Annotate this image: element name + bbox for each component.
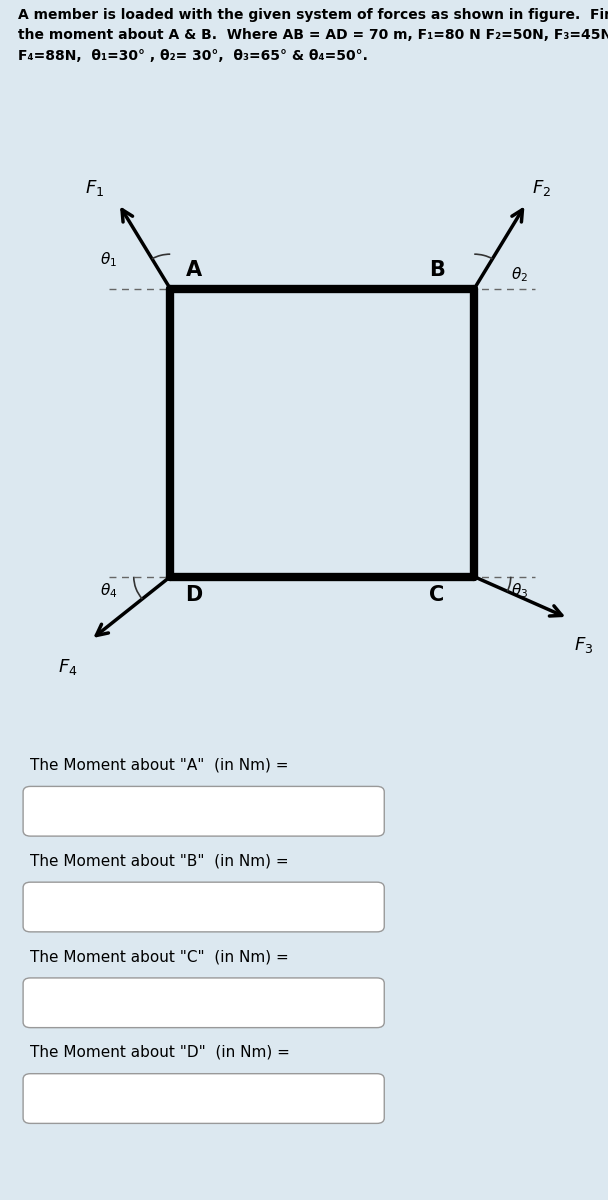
FancyBboxPatch shape bbox=[23, 786, 384, 836]
Text: $F_4$: $F_4$ bbox=[58, 656, 77, 677]
Text: The Moment about "D"  (in Nm) =: The Moment about "D" (in Nm) = bbox=[30, 1045, 290, 1060]
FancyBboxPatch shape bbox=[23, 978, 384, 1027]
Text: A: A bbox=[185, 260, 202, 280]
Text: $\theta_2$: $\theta_2$ bbox=[511, 265, 528, 283]
Text: $F_1$: $F_1$ bbox=[85, 178, 105, 198]
FancyBboxPatch shape bbox=[23, 1074, 384, 1123]
Text: The Moment about "B"  (in Nm) =: The Moment about "B" (in Nm) = bbox=[30, 853, 289, 869]
Text: $\theta_3$: $\theta_3$ bbox=[511, 582, 528, 600]
Text: $F_2$: $F_2$ bbox=[532, 178, 551, 198]
Text: $\theta_4$: $\theta_4$ bbox=[100, 582, 118, 600]
Text: A member is loaded with the given system of forces as shown in figure.  Find
the: A member is loaded with the given system… bbox=[18, 8, 608, 62]
Text: The Moment about "C"  (in Nm) =: The Moment about "C" (in Nm) = bbox=[30, 949, 289, 965]
Text: B: B bbox=[429, 260, 444, 280]
Text: $F_3$: $F_3$ bbox=[574, 635, 593, 655]
Text: D: D bbox=[185, 586, 202, 605]
FancyBboxPatch shape bbox=[23, 882, 384, 932]
Text: The Moment about "A"  (in Nm) =: The Moment about "A" (in Nm) = bbox=[30, 757, 289, 773]
Text: $\theta_1$: $\theta_1$ bbox=[100, 251, 117, 269]
Text: C: C bbox=[429, 586, 444, 605]
